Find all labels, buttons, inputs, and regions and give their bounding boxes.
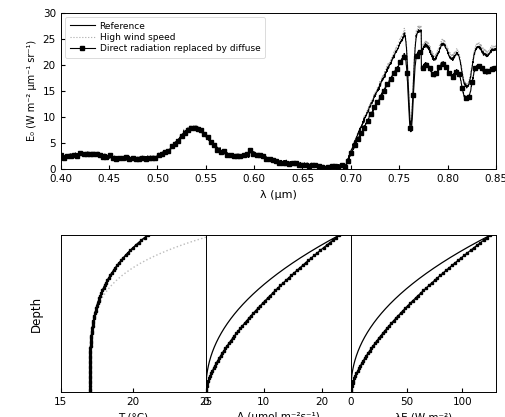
High wind speed (415, 23, 421, 28)
Y-axis label: Depth: Depth (30, 296, 43, 332)
Direct radiation replaced by diffuse (417, 48, 423, 53)
Legend: Reference, High wind speed, Direct radiation replaced by diffuse: Reference, High wind speed, Direct radia… (65, 17, 264, 58)
X-axis label: λE (W m⁻²): λE (W m⁻²) (394, 412, 451, 417)
High wind speed (492, 42, 498, 47)
X-axis label: A (μmol m⁻²s⁻¹): A (μmol m⁻²s⁻¹) (236, 412, 319, 417)
Reference (400, 34, 406, 39)
Direct radiation replaced by diffuse (479, 70, 485, 75)
Reference (479, 53, 485, 58)
High wind speed (80, 151, 86, 156)
Reference (480, 50, 486, 55)
Direct radiation replaced by diffuse (80, 151, 86, 156)
Direct radiation replaced by diffuse (492, 64, 498, 69)
X-axis label: λ (μm): λ (μm) (260, 190, 296, 200)
Direct radiation replaced by diffuse (480, 68, 486, 73)
X-axis label: T (°C): T (°C) (118, 412, 148, 417)
Reference (80, 151, 86, 156)
Reference (327, 166, 333, 171)
Direct radiation replaced by diffuse (327, 166, 333, 171)
Line: Reference: Reference (61, 30, 495, 168)
Line: Direct radiation replaced by diffuse: Direct radiation replaced by diffuse (59, 49, 496, 171)
Direct radiation replaced by diffuse (58, 153, 64, 158)
High wind speed (58, 153, 64, 158)
Y-axis label: E₀ (W m⁻² μm⁻¹ sr⁻¹): E₀ (W m⁻² μm⁻¹ sr⁻¹) (27, 40, 37, 141)
High wind speed (257, 154, 263, 159)
Reference (492, 46, 498, 51)
Reference (415, 27, 421, 32)
High wind speed (479, 49, 485, 54)
Direct radiation replaced by diffuse (257, 155, 263, 160)
High wind speed (327, 166, 333, 171)
Direct radiation replaced by diffuse (400, 54, 406, 59)
Direct radiation replaced by diffuse (269, 158, 275, 163)
High wind speed (269, 158, 275, 163)
Reference (257, 155, 263, 160)
Reference (58, 153, 64, 158)
High wind speed (480, 47, 486, 52)
Line: High wind speed: High wind speed (61, 26, 495, 168)
High wind speed (400, 30, 406, 35)
Reference (269, 158, 275, 163)
